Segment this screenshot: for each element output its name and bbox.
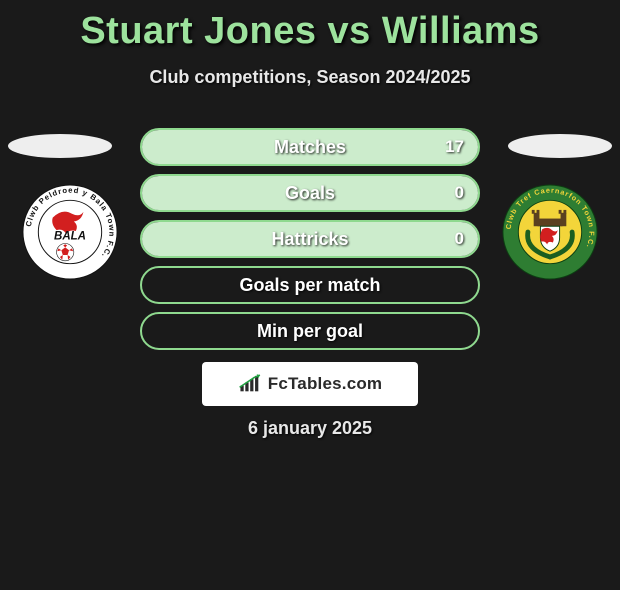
stat-row-min-per-goal: Min per goal (140, 312, 480, 350)
stat-row-hattricks: Hattricks 0 (140, 220, 480, 258)
stat-right-value: 17 (445, 137, 464, 157)
stat-row-goals-per-match: Goals per match (140, 266, 480, 304)
stats-column: Matches 17 Goals 0 Hattricks 0 Goals per… (140, 128, 480, 358)
chart-icon (238, 374, 264, 394)
stat-label: Hattricks (271, 229, 348, 250)
right-player-silhouette (508, 134, 612, 158)
stat-row-matches: Matches 17 (140, 128, 480, 166)
footer-brand-text: FcTables.com (268, 374, 383, 394)
subtitle: Club competitions, Season 2024/2025 (0, 67, 620, 88)
stat-row-goals: Goals 0 (140, 174, 480, 212)
stat-label: Matches (274, 137, 346, 158)
right-club-badge: Clwb Tref Caernarfon Town F.C. (502, 184, 598, 280)
stat-label: Goals per match (239, 275, 380, 296)
stat-label: Goals (285, 183, 335, 204)
page-title: Stuart Jones vs Williams (0, 10, 620, 53)
date-caption: 6 january 2025 (0, 418, 620, 439)
left-club-badge: Clwb Peldroed y Bala Town F.C. BALA (22, 184, 118, 280)
svg-text:BALA: BALA (54, 231, 86, 243)
stat-label: Min per goal (257, 321, 363, 342)
left-player-silhouette (8, 134, 112, 158)
stat-right-value: 0 (455, 229, 464, 249)
footer-attribution[interactable]: FcTables.com (202, 362, 418, 406)
stat-right-value: 0 (455, 183, 464, 203)
